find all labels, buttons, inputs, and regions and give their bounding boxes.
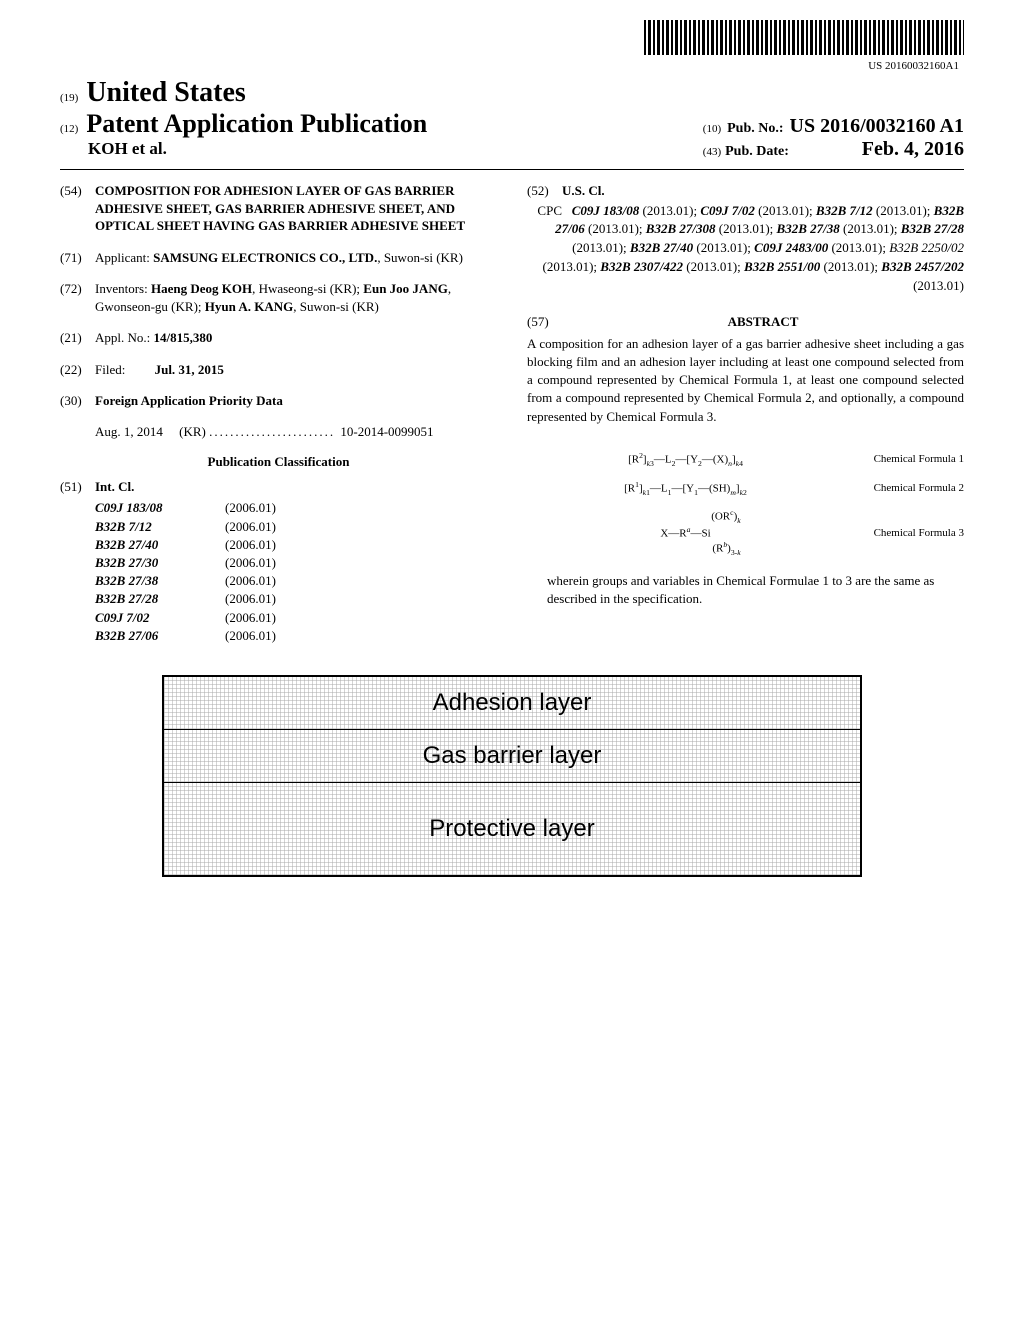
int-cl-item: B32B 7/12(2006.01) [95,518,497,536]
priority-date: Aug. 1, 2014 [95,424,163,439]
field-21-body: Appl. No.: 14/815,380 [95,329,497,347]
diagram-gas-barrier-layer: Gas barrier layer [164,730,860,783]
field-30: (30) Foreign Application Priority Data [60,392,497,410]
field-52: (52) U.S. Cl. [527,182,964,200]
pub-no-label: Pub. No.: [727,121,783,137]
field-21-num: (21) [60,329,95,347]
int-cl-item: C09J 183/08(2006.01) [95,499,497,517]
left-column: (54) COMPOSITION FOR ADHESION LAYER OF G… [60,182,497,645]
left-header: (12) Patent Application Publication KOH … [60,109,427,159]
pub-no: US 2016/0032160 A1 [790,115,964,138]
formula-3-img: (ORc)k X—Ra—Si (Rb)3-k [527,508,844,556]
field-54: (54) COMPOSITION FOR ADHESION LAYER OF G… [60,182,497,235]
field-30-title: Foreign Application Priority Data [95,392,497,410]
formula-3-label: Chemical Formula 3 [844,527,964,539]
field-71-label: Applicant: [95,250,150,265]
pub-date-row: (43) Pub. Date: Feb. 4, 2016 [703,138,964,161]
barcode-text: US 20160032160A1 [60,60,959,72]
field-52-label: U.S. Cl. [562,182,964,200]
field-72-num: (72) [60,280,95,315]
right-column: (52) U.S. Cl. CPC C09J 183/08 (2013.01);… [527,182,964,645]
priority-dots: ........................ [209,424,340,439]
field-51-label: Int. Cl. [95,478,497,496]
field-71-body: Applicant: SAMSUNG ELECTRONICS CO., LTD.… [95,249,497,267]
diagram-adhesion-layer: Adhesion layer [164,677,860,730]
applicant-loc: , Suwon-si (KR) [377,250,463,265]
field-71-num: (71) [60,249,95,267]
field-51-num: (51) [60,478,95,496]
formula-1-img: [R2]k3—L2—[Y2—(X)n]k4 [527,451,844,468]
prefix-10: (10) [703,123,721,135]
barcode-graphic [644,20,964,55]
priority-appno: 10-2014-0099051 [340,424,433,439]
field-72: (72) Inventors: Haeng Deog KOH, Hwaseong… [60,280,497,315]
pub-date: Feb. 4, 2016 [862,138,964,161]
prefix-19: (19) [60,92,78,104]
pub-type-line: (12) Patent Application Publication [60,109,427,139]
barcode-area: US 20160032160A1 [60,20,964,72]
int-cl-item: B32B 27/30(2006.01) [95,554,497,572]
filed-date: Jul. 31, 2015 [155,362,224,377]
inventors-list: Haeng Deog KOH, Hwaseong-si (KR); Eun Jo… [95,281,451,314]
pub-no-row: (10) Pub. No.: US 2016/0032160 A1 [703,115,964,138]
int-cl-item: B32B 27/38(2006.01) [95,572,497,590]
applicant-name: SAMSUNG ELECTRONICS CO., LTD. [153,250,377,265]
int-cl-table: C09J 183/08(2006.01) B32B 7/12(2006.01) … [95,499,497,645]
int-cl-item: B32B 27/40(2006.01) [95,536,497,554]
field-72-label: Inventors: [95,281,148,296]
field-51: (51) Int. Cl. [60,478,497,496]
cpc-prefix: CPC [537,203,562,218]
abstract-text: A composition for an adhesion layer of a… [527,335,964,426]
pub-date-label: Pub. Date: [725,144,789,159]
field-22: (22) Filed: Jul. 31, 2015 [60,361,497,379]
priority-cc: (KR) [179,424,206,439]
field-71: (71) Applicant: SAMSUNG ELECTRONICS CO.,… [60,249,497,267]
appl-no: 14/815,380 [154,330,213,345]
main-content: (54) COMPOSITION FOR ADHESION LAYER OF G… [60,182,964,645]
field-30-num: (30) [60,392,95,410]
formula-area: [R2]k3—L2—[Y2—(X)n]k4 Chemical Formula 1… [527,451,964,557]
field-57: (57) ABSTRACT A composition for an adhes… [527,314,964,426]
field-54-title: COMPOSITION FOR ADHESION LAYER OF GAS BA… [95,182,497,235]
country-line: (19) United States [60,77,964,109]
formula-2-label: Chemical Formula 2 [844,482,964,494]
header-section: (19) United States (12) Patent Applicati… [60,77,964,170]
field-22-body: Filed: Jul. 31, 2015 [95,361,497,379]
cpc-text: CPC C09J 183/08 (2013.01); C09J 7/02 (20… [527,202,964,296]
pub-info: (10) Pub. No.: US 2016/0032160 A1 (43) P… [703,115,964,161]
field-22-num: (22) [60,361,95,379]
header-row: (12) Patent Application Publication KOH … [60,109,964,161]
priority-data: Aug. 1, 2014 (KR) ......................… [95,424,497,440]
int-cl-item: B32B 27/28(2006.01) [95,590,497,608]
formula-2-img: [R1]k1—L1—[Y1—(SH)m]k2 [527,480,844,497]
pub-type: Patent Application Publication [86,109,427,139]
formula-note: wherein groups and variables in Chemical… [547,572,964,608]
country-name: United States [86,77,245,109]
field-54-num: (54) [60,182,95,235]
formula-1-label: Chemical Formula 1 [844,453,964,465]
field-72-body: Inventors: Haeng Deog KOH, Hwaseong-si (… [95,280,497,315]
formula-2: [R1]k1—L1—[Y1—(SH)m]k2 Chemical Formula … [527,480,964,497]
field-21-label: Appl. No.: [95,330,150,345]
field-57-num: (57) [527,314,562,335]
prefix-43: (43) [703,146,721,158]
field-21: (21) Appl. No.: 14/815,380 [60,329,497,347]
authors: KOH et al. [88,139,427,159]
prefix-12: (12) [60,123,78,135]
formula-1: [R2]k3—L2—[Y2—(X)n]k4 Chemical Formula 1 [527,451,964,468]
pub-class-title: Publication Classification [60,454,497,470]
diagram-area: Adhesion layer Gas barrier layer Protect… [60,675,964,877]
int-cl-item: C09J 7/02(2006.01) [95,609,497,627]
field-22-label: Filed: [95,362,125,377]
diagram-protective-layer: Protective layer [164,783,860,875]
abstract-title: ABSTRACT [562,314,964,330]
abstract-header: (57) ABSTRACT [527,314,964,335]
field-52-num: (52) [527,182,562,200]
formula-3: (ORc)k X—Ra—Si (Rb)3-k Chemical Formula … [527,508,964,556]
layer-diagram: Adhesion layer Gas barrier layer Protect… [162,675,862,877]
int-cl-item: B32B 27/06(2006.01) [95,627,497,645]
